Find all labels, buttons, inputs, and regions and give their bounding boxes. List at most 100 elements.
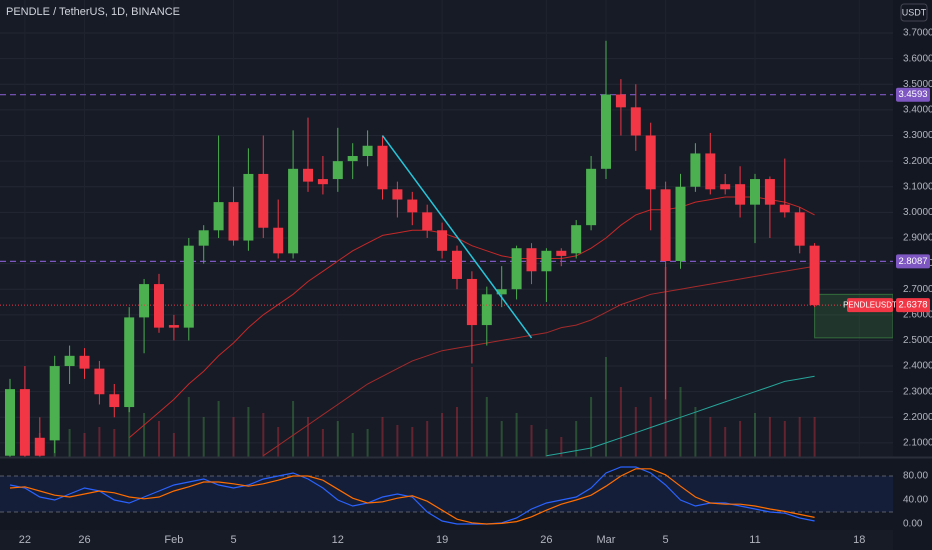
candle-body (541, 250, 552, 272)
candle-body (64, 355, 75, 367)
y-tick-label: 3.5000 (903, 79, 932, 90)
x-tick-label: 5 (663, 534, 669, 546)
candle-body (556, 250, 567, 256)
candle-body (422, 212, 433, 231)
candle-body (243, 173, 254, 241)
y-tick-label: 3.0000 (903, 207, 932, 218)
candle-body (362, 145, 373, 157)
volume-bar (143, 413, 146, 457)
y-tick-label: 3.1000 (903, 181, 932, 192)
candle-body (779, 204, 790, 213)
currency-label[interactable]: USDT (902, 7, 927, 17)
y-tick-label: 3.4000 (903, 105, 932, 116)
volume-bar (366, 429, 369, 457)
volume-bar (470, 367, 473, 457)
band-fill (0, 476, 893, 512)
candle-body (303, 168, 313, 182)
level-label-box (896, 87, 930, 102)
volume-bar (619, 387, 622, 457)
x-tick-label: 26 (540, 534, 552, 546)
volume-bar (739, 421, 742, 457)
volume-bar (605, 357, 607, 457)
volume-bar (351, 433, 354, 457)
volume-bar (590, 397, 593, 457)
volume-bar (277, 427, 280, 457)
symbol-label-box (847, 298, 893, 313)
moving-average (546, 375, 815, 457)
candle-body (213, 202, 224, 231)
volume-bar (172, 433, 175, 457)
y-tick-label: 2.1000 (903, 438, 932, 449)
volume-bar (679, 387, 682, 457)
trendline (381, 135, 533, 339)
candle-body (332, 161, 343, 180)
volume-bar (441, 413, 444, 457)
volume-bar (426, 421, 429, 457)
currency-button[interactable] (900, 3, 928, 22)
candle-body (601, 94, 611, 169)
volume-bar (485, 397, 488, 457)
candle-body (258, 173, 269, 228)
volume-bar (575, 421, 578, 457)
y-tick-label: 2.3000 (903, 386, 932, 397)
volume-bar (262, 413, 265, 457)
candle-body (437, 230, 448, 251)
moving-average (128, 196, 815, 439)
volume-bar (530, 425, 533, 457)
chart-title: PENDLE / TetherUS, 1D, BINANCE (6, 6, 180, 18)
x-tick-label: 19 (436, 534, 448, 546)
x-tick-label: 5 (230, 534, 236, 546)
volume-bar (336, 421, 339, 457)
volume-bar (187, 397, 190, 457)
volume-bar (113, 429, 116, 457)
level-label: 2.8087 (898, 256, 927, 267)
candle-body (496, 289, 507, 295)
y-tick-label: 2.5000 (903, 335, 932, 346)
candle-body (720, 184, 731, 190)
candle-body (675, 186, 686, 262)
candle-body (452, 250, 462, 279)
indicator-tick-label: 40.00 (903, 495, 928, 506)
candle-body (407, 199, 418, 213)
volume-bar (634, 407, 637, 457)
volume-bar (709, 417, 712, 457)
volume-bar (321, 429, 324, 457)
indicator-tick-label: 0.00 (903, 519, 923, 530)
candle-body (630, 107, 641, 136)
volume-bar (247, 407, 250, 457)
volume-bar (783, 421, 786, 457)
y-tick-label: 2.6000 (903, 309, 932, 320)
indicator-tick-label: 80.00 (903, 471, 928, 482)
x-tick-label: 11 (749, 534, 760, 546)
y-tick-label: 2.7000 (903, 284, 932, 295)
candle-body (273, 227, 284, 254)
x-tick-label: 26 (78, 534, 90, 546)
candle-body (139, 284, 150, 318)
candle-body (228, 202, 239, 241)
candle-body (34, 437, 45, 456)
volume-bar (381, 417, 384, 457)
volume-bar (515, 413, 518, 457)
candle-body (764, 179, 775, 205)
candle-body (586, 168, 597, 226)
volume-bar (292, 401, 295, 457)
volume-bar (500, 421, 503, 457)
overlay: 2.1000 2.2000 2.3000 2.4000 2.5000 2.6000 2.70… (19, 28, 932, 546)
y-tick-label: 3.7000 (903, 28, 932, 39)
volume-bar (202, 417, 205, 457)
volume-bar (307, 417, 309, 457)
candle-body (19, 389, 30, 456)
x-tick-label: 22 (19, 534, 31, 546)
volume-bar (560, 437, 563, 457)
candle-body (347, 156, 358, 162)
symbol-label: PENDLEUSDT (843, 300, 897, 309)
volume-bar (694, 407, 697, 457)
candle-body (660, 189, 671, 262)
volume-bar (128, 407, 131, 457)
volume-bar (396, 425, 399, 457)
volume-bar (754, 413, 756, 457)
candle-body (288, 168, 299, 254)
moving-average (263, 265, 815, 457)
volume-bar (158, 421, 160, 457)
